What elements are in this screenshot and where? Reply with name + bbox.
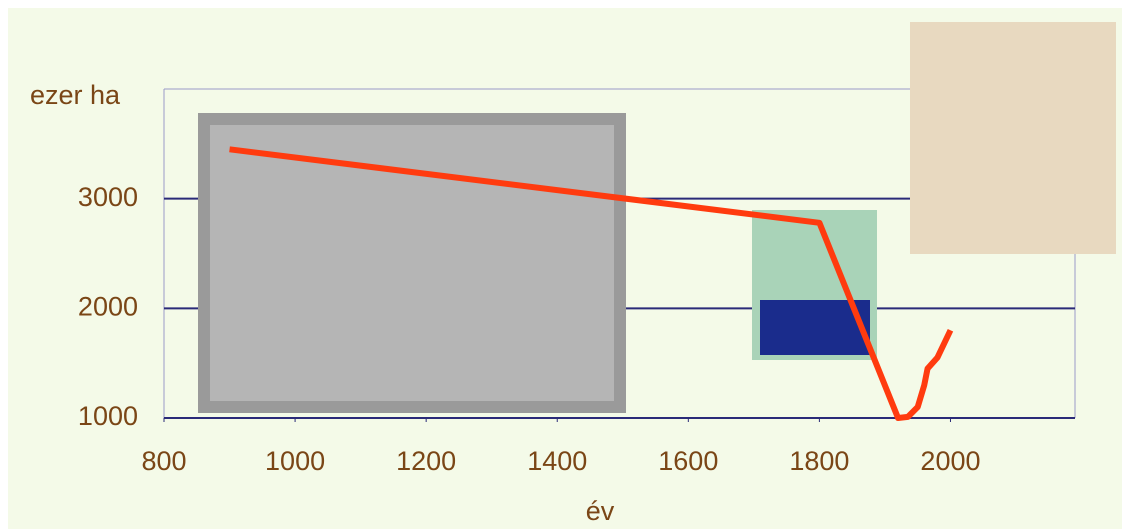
x-tick-label: 1600 (658, 446, 718, 476)
illustration-workers (910, 22, 1116, 254)
x-tick-label: 1800 (789, 446, 849, 476)
illustration-forest-detail (210, 125, 614, 401)
y-axis-label: ezer ha (30, 80, 121, 110)
y-tick-label: 1000 (78, 401, 138, 431)
x-tick-label: 800 (141, 446, 186, 476)
y-tick-label: 2000 (78, 291, 138, 321)
y-tick-label: 3000 (78, 182, 138, 212)
illustrations (198, 22, 1116, 413)
x-tick-label: 1000 (265, 446, 325, 476)
x-tick-label: 1400 (527, 446, 587, 476)
data-line (229, 146, 954, 421)
x-axis-label: év (586, 496, 615, 526)
x-tick-label: 1200 (396, 446, 456, 476)
x-tick-label: 2000 (920, 446, 980, 476)
